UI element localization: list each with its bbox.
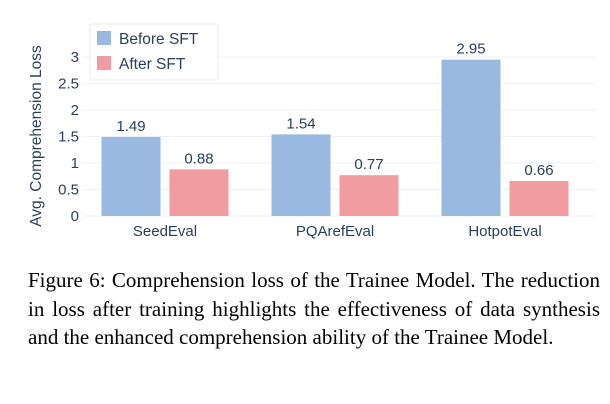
x-tick-label: SeedEval — [133, 223, 197, 240]
y-tick-label: 0.5 — [58, 182, 79, 199]
legend-swatch — [97, 56, 111, 70]
data-label: 1.49 — [116, 118, 145, 135]
legend-label: Before SFT — [119, 31, 199, 48]
bar-after-sft — [169, 169, 229, 216]
x-tick-label: PQArefEval — [296, 223, 374, 240]
y-tick-label: 3 — [71, 49, 79, 66]
bar-after-sft — [339, 175, 399, 216]
data-label: 0.77 — [354, 156, 383, 173]
bar-before-sft — [101, 137, 161, 216]
bar-chart: 0 0.5 1 1.5 2 2.5 3 Avg. Comprehension Loss 1.49… — [28, 23, 595, 240]
y-tick-label: 2.5 — [58, 76, 79, 93]
y-tick-label: 1 — [71, 155, 79, 172]
data-label: 0.66 — [524, 162, 553, 179]
y-axis-label: Avg. Comprehension Loss — [28, 45, 45, 227]
legend-label: After SFT — [119, 56, 186, 73]
bar-after-sft — [509, 181, 569, 216]
y-tick-label: 2 — [71, 102, 79, 119]
data-label: 1.54 — [286, 115, 315, 132]
legend-box — [89, 23, 219, 81]
y-tick-label: 0 — [71, 208, 79, 225]
legend-swatch — [97, 31, 111, 45]
bar-before-sft — [271, 134, 331, 216]
y-tick-label: 1.5 — [58, 129, 79, 146]
x-tick-label: HotpotEval — [468, 223, 541, 240]
figure-caption: Figure 6: Comprehension loss of the Trai… — [28, 268, 600, 350]
data-label: 2.95 — [456, 41, 485, 58]
data-label: 0.88 — [184, 150, 213, 167]
bar-before-sft — [441, 59, 501, 217]
